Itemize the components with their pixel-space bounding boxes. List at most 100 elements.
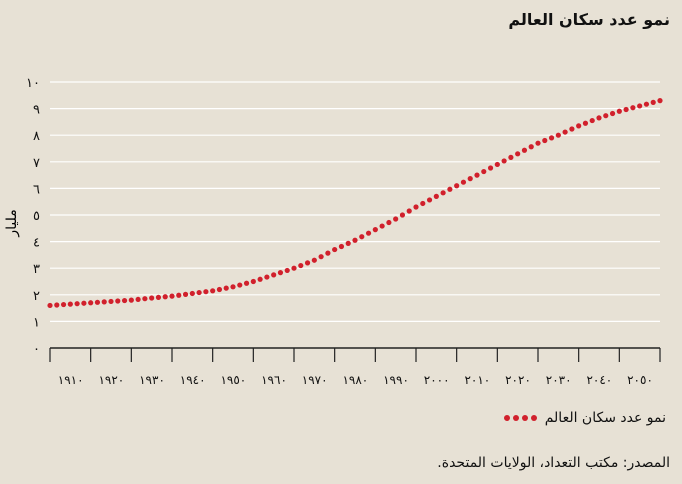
data-point [528,144,534,150]
data-point [54,302,60,308]
x-tick-label: ٢٠٠٠ [424,373,450,387]
data-point [277,270,284,276]
data-point [169,293,175,299]
x-tick-label: ١٩٦٠ [261,373,287,387]
data-point [264,274,270,280]
data-point [216,286,223,293]
data-point [487,165,494,171]
y-tick-label: ١٠ [26,76,40,91]
data-point [121,297,128,304]
data-point [420,200,426,207]
data-point [108,298,114,305]
data-point [555,132,561,138]
y-tick-label: ٤ [33,236,40,251]
y-axis-label: مليار [4,209,20,237]
chart-title: نمو عدد سكان العالم [508,10,670,29]
data-point [304,260,311,266]
data-point [291,265,297,271]
data-point [155,294,162,300]
data-point [311,257,317,263]
data-point [481,168,487,175]
data-point [406,208,412,214]
data-point [399,212,406,218]
data-point [630,105,636,111]
data-point [609,110,616,117]
y-tick-label: ٦ [33,182,40,197]
data-point [149,295,155,301]
data-point [616,108,622,114]
data-point [135,296,141,303]
x-tick-label: ٢٠٤٠ [586,373,612,387]
data-point [128,297,134,303]
source-note: المصدر: مكتب التعداد، الولايات المتحدة. [437,455,670,471]
data-point [142,296,148,302]
data-point [88,300,94,306]
population-chart: ٠ ١ ٢ ٣ ٤ ٥ ٦ ٧ ٨ ٩ ١٠ ١٩١٠ ١٩٢٠ ١٩٣٠ ١٩٤٠ ١٩٥٠ ١٩٦٠ ١٩٧… [4,76,663,387]
data-point [542,137,548,144]
data-point [569,126,575,132]
data-point [596,115,602,121]
data-point [460,179,467,185]
y-tick-labels: ٠ ١ ٢ ٣ ٤ ٥ ٦ ٧ ٨ ٩ ١٠ [26,76,40,357]
data-point [562,129,568,135]
data-point [196,289,202,296]
data-point [576,123,582,129]
data-point [623,106,629,113]
x-tick-label: ٢٠٢٠ [505,373,531,387]
x-tick-label: ٢٠٥٠ [627,373,653,387]
data-point [338,243,345,250]
x-tick-label: ٢٠١٠ [464,373,490,387]
data-point [325,250,331,256]
data-point [426,197,433,203]
x-tick-label: ١٩١٠ [58,373,84,387]
data-point [101,299,107,305]
data-point [508,154,514,160]
data-point [352,237,358,243]
x-tick-label: ١٩٨٠ [342,373,368,387]
data-point [454,183,460,189]
x-tick-label: ١٩٢٠ [98,373,124,387]
data-point [189,290,195,297]
data-point [365,230,372,236]
data-point [433,193,439,199]
x-tick-label: ١٩٣٠ [139,373,165,387]
data-point [67,301,73,307]
data-point [589,117,595,124]
y-tick-label: ٢ [33,289,40,304]
data-point [203,289,209,295]
data-point [379,223,385,229]
y-tick-label: ٣ [33,262,40,277]
data-point [345,240,351,246]
data-point [284,267,290,274]
data-point [257,276,263,282]
data-points [47,98,663,309]
data-point [650,99,656,105]
y-tick-label: ٠ [33,342,40,357]
x-tick-label: ١٩٩٠ [383,373,409,387]
data-point [413,204,419,210]
data-point [250,278,256,285]
data-point [372,227,378,233]
y-tick-label: ٩ [33,103,40,118]
data-point [74,301,80,307]
y-tick-label: ٥ [33,209,40,224]
data-point [271,272,277,278]
x-tick-label: ١٩٧٠ [302,373,328,387]
data-point [223,285,229,291]
data-point [386,219,392,226]
data-point [393,216,399,222]
data-point [162,294,168,300]
data-point [318,254,324,260]
data-point [515,151,521,157]
data-point [115,298,121,304]
legend: نمو عدد سكان العالم [503,410,666,426]
data-point [332,246,338,253]
data-point [94,299,101,305]
y-tick-label: ٨ [33,129,40,144]
legend-marker [503,415,537,421]
y-tick-label: ١ [33,315,40,330]
data-point [494,161,500,168]
data-point [176,292,182,298]
data-point [237,282,243,288]
data-point [637,103,643,109]
